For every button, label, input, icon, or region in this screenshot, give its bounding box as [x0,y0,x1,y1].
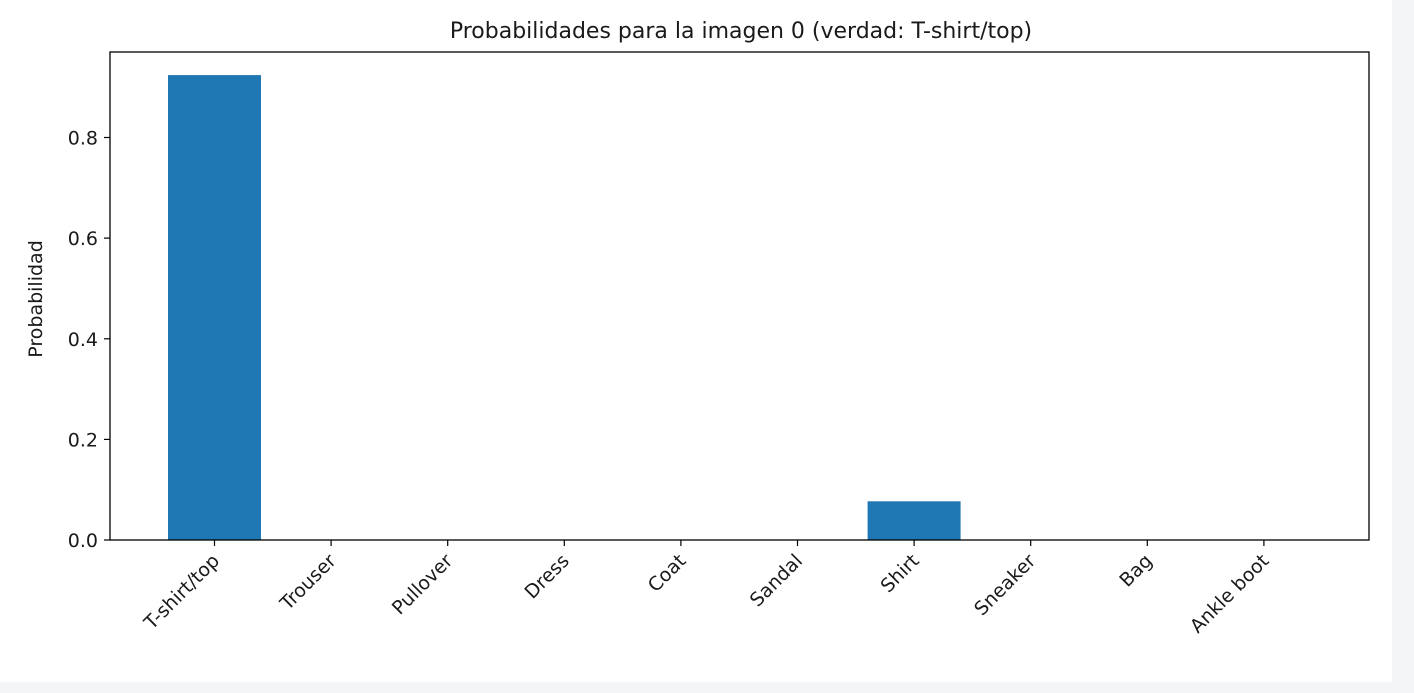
bar [168,75,261,540]
y-tick-label: 0.4 [68,329,98,351]
x-tick-label: Ankle boot [1186,550,1274,638]
x-tick-label: Sandal [746,550,807,611]
y-tick-label: 0.0 [68,530,98,552]
x-tick-label: Coat [644,550,691,597]
x-tick-label: T-shirt/top [139,550,224,635]
y-axis-label: Probabilidad [25,240,47,358]
bars-layer [168,75,961,540]
x-tick-label: Pullover [388,550,457,619]
y-axis-ticks: 0.0 0.2 0.4 0.6 0.8 [68,128,110,552]
bar-chart: Probabilidades para la imagen 0 (verdad:… [25,19,1370,638]
bar [867,501,961,540]
chart-title: Probabilidades para la imagen 0 (verdad:… [450,19,1032,44]
x-tick-label: Shirt [877,550,924,597]
page-margin [1392,0,1414,693]
x-tick-label: Sneaker [970,550,1040,620]
x-tick-label: Dress [520,550,573,603]
x-axis-ticks: T-shirt/top Trouser Pullover Dress Coat Sanda… [139,540,1273,638]
y-tick-label: 0.6 [68,228,98,250]
y-tick-label: 0.8 [68,128,98,150]
x-tick-label: Trouser [275,550,340,615]
x-tick-label: Bag [1115,550,1157,592]
y-tick-label: 0.2 [68,429,98,451]
plot-frame [109,51,1370,541]
chart-figure: Probabilidades para la imagen 0 (verdad:… [0,0,1392,682]
